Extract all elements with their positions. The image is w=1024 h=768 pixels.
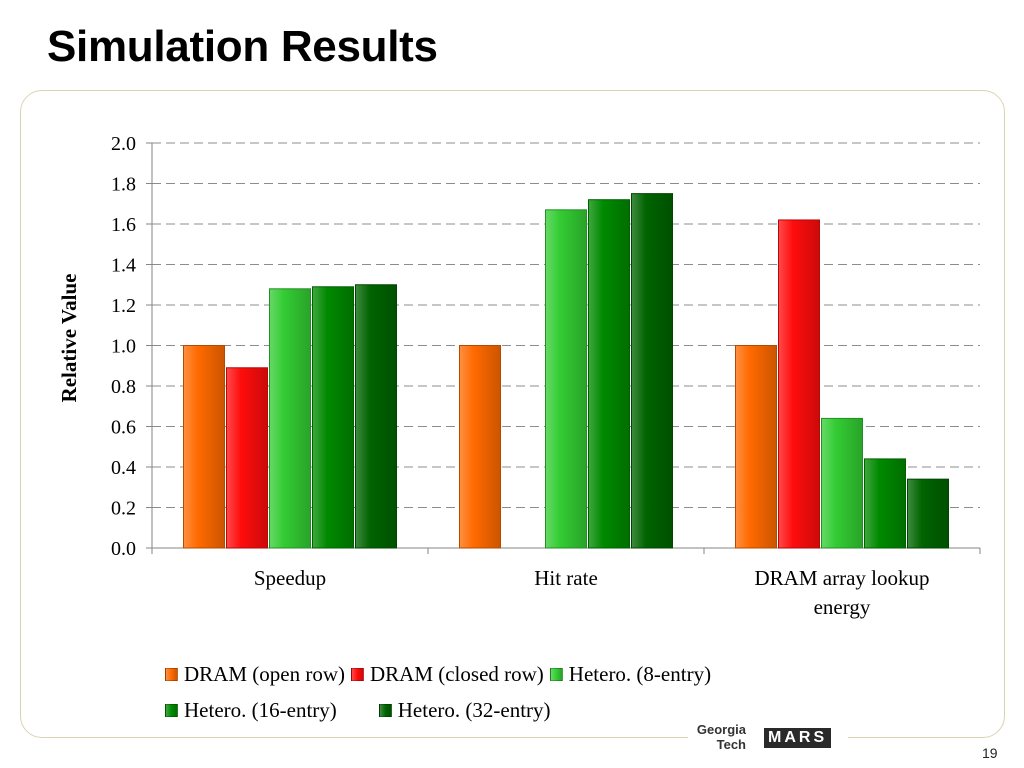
bar — [864, 458, 906, 549]
legend-item: DRAM (open row) — [165, 662, 345, 687]
legend-item: Hetero. (8-entry) — [549, 661, 712, 687]
bar — [907, 478, 949, 549]
georgia-tech-wordmark: Georgia Tech — [688, 722, 746, 752]
bar — [735, 345, 777, 549]
legend-row: Hetero. (16-entry) Hetero. (32-entry) — [165, 692, 865, 728]
legend-label: Hetero. (8-entry) — [568, 661, 712, 686]
chart-legend: DRAM (open row) DRAM (closed row) Hetero. … — [165, 656, 865, 728]
legend-swatch — [378, 703, 392, 717]
axis-labels: 0.0 0.2 0.4 0.6 0.8 1.0 1.2 1.4 1.6 1.8 2.0 Speedup… — [111, 133, 929, 619]
y-tick-label: 1.0 — [111, 336, 136, 358]
y-tick-label: 0.8 — [111, 376, 136, 398]
legend-label: DRAM (closed row) — [369, 661, 544, 686]
legend-item: Hetero. (16-entry) — [165, 698, 337, 723]
legend-item: DRAM (closed row) — [350, 661, 544, 687]
legend-label: Hetero. (32-entry) — [397, 697, 551, 722]
bar — [355, 284, 397, 549]
logo-line-1: Georgia — [696, 722, 746, 737]
x-category-label: Speedup — [254, 566, 326, 590]
legend-swatch — [549, 667, 563, 681]
bar — [778, 219, 820, 549]
bar — [312, 286, 354, 549]
bars — [183, 193, 949, 549]
bar — [631, 193, 673, 549]
y-tick-label: 0.4 — [111, 457, 136, 479]
x-category-label: DRAM array lookup energy — [755, 566, 930, 619]
legend-swatch — [350, 667, 364, 681]
georgia-tech-mars-logo: Georgia Tech MARS — [688, 718, 848, 758]
x-category-label: Hit rate — [534, 566, 598, 590]
legend-label: Hetero. (16-entry) — [184, 697, 337, 722]
bar — [269, 288, 311, 549]
bar — [226, 367, 268, 549]
bar — [183, 345, 225, 549]
legend-item: Hetero. (32-entry) — [378, 697, 551, 723]
y-tick-label: 0.0 — [111, 538, 136, 560]
mars-wordmark: MARS — [764, 728, 832, 748]
legend-swatch — [165, 667, 178, 681]
y-tick-label: 0.2 — [111, 498, 136, 520]
bar — [545, 209, 587, 549]
bar — [459, 345, 501, 549]
y-tick-label: 1.4 — [111, 255, 136, 277]
y-axis-label: Relative Value — [57, 274, 81, 403]
y-tick-label: 1.6 — [111, 214, 136, 236]
legend-label: DRAM (open row) — [184, 661, 345, 686]
bar — [821, 417, 863, 549]
legend-row: DRAM (open row) DRAM (closed row) Hetero. … — [165, 656, 865, 692]
slide-title: Simulation Results — [47, 22, 438, 71]
logo-line-2: Tech — [716, 737, 746, 752]
y-tick-label: 0.6 — [111, 417, 136, 439]
y-tick-label: 2.0 — [111, 133, 136, 155]
legend-swatch — [165, 703, 178, 717]
page-number: 19 — [982, 745, 998, 761]
bar — [588, 199, 630, 549]
y-tick-label: 1.8 — [111, 174, 136, 196]
y-tick-label: 1.2 — [111, 295, 136, 317]
